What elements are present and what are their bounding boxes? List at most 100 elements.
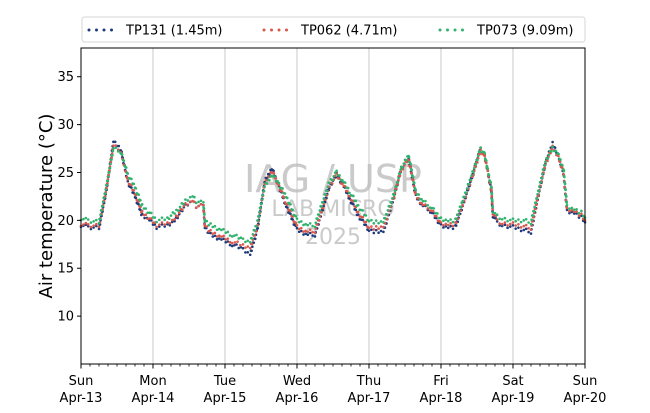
- data-point: [572, 212, 576, 215]
- legend-marker: [438, 28, 442, 32]
- data-point: [486, 167, 490, 171]
- data-point: [107, 171, 111, 174]
- data-point: [432, 207, 436, 210]
- data-point: [558, 160, 562, 164]
- data-point: [203, 219, 207, 223]
- data-point: [361, 209, 365, 212]
- data-point: [424, 199, 427, 203]
- data-point: [217, 227, 221, 231]
- data-point: [335, 169, 338, 173]
- data-point: [153, 216, 157, 219]
- data-point: [228, 234, 232, 237]
- data-point: [194, 201, 198, 205]
- data-point: [258, 210, 261, 214]
- data-point: [302, 230, 305, 233]
- data-point: [484, 159, 488, 162]
- data-point: [479, 148, 482, 151]
- data-point: [426, 203, 430, 207]
- data-point: [444, 222, 448, 226]
- data-point: [322, 204, 325, 208]
- data-point: [160, 216, 164, 219]
- data-point: [173, 219, 176, 223]
- data-point: [348, 191, 351, 195]
- data-point: [420, 198, 423, 201]
- data-point: [313, 225, 317, 229]
- data-point: [166, 222, 169, 226]
- data-point: [519, 220, 523, 224]
- data-point: [186, 203, 190, 206]
- data-point: [565, 201, 569, 204]
- data-point: [130, 186, 133, 189]
- data-point: [341, 182, 344, 186]
- data-point: [176, 209, 180, 212]
- data-point: [449, 218, 452, 221]
- data-point: [285, 206, 289, 209]
- data-point: [551, 140, 554, 144]
- data-point: [562, 169, 566, 173]
- data-point: [484, 161, 488, 165]
- data-point: [295, 226, 299, 230]
- data-point: [260, 202, 263, 206]
- data-point: [222, 234, 225, 238]
- data-point: [193, 195, 196, 199]
- data-point: [241, 243, 245, 246]
- data-point: [388, 205, 392, 208]
- legend-label: TP062 (4.71m): [300, 24, 397, 39]
- data-point: [149, 219, 153, 222]
- data-point: [114, 144, 118, 147]
- data-point: [155, 227, 158, 231]
- data-point: [95, 224, 98, 228]
- data-point: [431, 211, 435, 215]
- data-point: [417, 193, 420, 196]
- data-point: [338, 174, 341, 177]
- data-point: [256, 219, 260, 222]
- data-point: [490, 195, 494, 198]
- data-point: [522, 228, 526, 232]
- data-point: [169, 214, 173, 217]
- data-point: [86, 218, 90, 221]
- data-point: [302, 233, 305, 236]
- legend-marker: [277, 28, 281, 32]
- x-tick-day-label: Wed: [283, 374, 311, 389]
- data-point: [326, 185, 330, 189]
- watermark-line: 2025: [305, 225, 361, 250]
- data-point: [111, 149, 115, 153]
- data-point: [444, 218, 448, 222]
- data-point: [435, 216, 438, 220]
- data-point: [155, 220, 158, 224]
- data-point: [321, 201, 325, 204]
- data-point: [321, 208, 325, 212]
- data-point: [372, 231, 376, 235]
- data-point: [114, 146, 118, 150]
- data-point: [250, 242, 254, 246]
- data-point: [399, 170, 402, 173]
- data-point: [431, 209, 435, 213]
- data-point: [421, 199, 425, 203]
- data-point: [261, 194, 265, 197]
- legend-marker: [262, 28, 266, 32]
- data-point: [581, 217, 585, 221]
- data-point: [519, 226, 523, 229]
- legend-marker: [270, 28, 273, 32]
- legend-marker: [285, 28, 288, 32]
- data-point: [297, 220, 301, 224]
- data-point: [538, 185, 541, 188]
- data-point: [295, 224, 299, 227]
- data-point: [202, 200, 205, 204]
- data-point: [186, 199, 190, 202]
- data-point: [483, 154, 487, 158]
- data-point: [321, 206, 325, 210]
- data-point: [476, 161, 479, 164]
- x-tick-date-label: Apr-19: [492, 391, 535, 406]
- data-point: [536, 192, 539, 196]
- y-tick-label: 25: [57, 166, 74, 181]
- data-point: [534, 201, 538, 205]
- data-point: [113, 140, 117, 144]
- data-point: [277, 183, 281, 187]
- data-point: [399, 168, 402, 171]
- data-point: [110, 152, 114, 155]
- data-point: [253, 229, 256, 232]
- data-point: [92, 220, 95, 223]
- data-point: [456, 213, 460, 217]
- data-point: [446, 219, 450, 223]
